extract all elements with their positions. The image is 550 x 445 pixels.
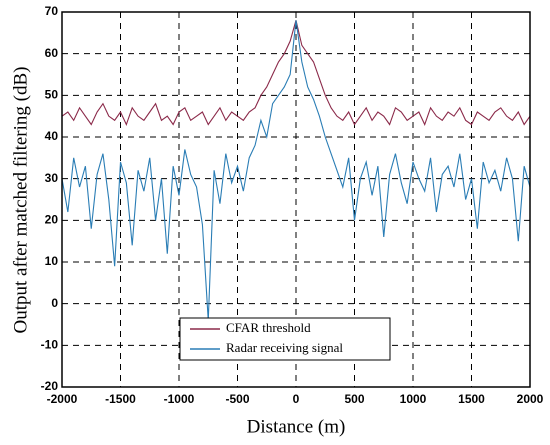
x-tick-label: 1500 <box>458 392 485 406</box>
y-tick-label: -10 <box>41 338 59 352</box>
y-axis-label: Output after matched filtering (dB) <box>10 67 31 334</box>
x-tick-label: 1000 <box>400 392 427 406</box>
y-tick-label: 10 <box>45 254 59 268</box>
y-tick-label: 20 <box>45 213 59 227</box>
y-tick-label: 40 <box>45 129 59 143</box>
x-tick-label: 0 <box>293 392 300 406</box>
legend-box <box>179 317 391 361</box>
x-tick-label: 500 <box>344 392 364 406</box>
legend-label: CFAR threshold <box>226 320 311 335</box>
x-axis-label: Distance (m) <box>247 416 346 437</box>
y-tick-label: 50 <box>45 88 59 102</box>
y-tick-label: -20 <box>41 379 59 393</box>
y-tick-label: 70 <box>45 4 59 18</box>
legend-label: Radar receiving signal <box>226 340 343 355</box>
y-tick-label: 60 <box>45 46 59 60</box>
plot-frame <box>61 11 531 388</box>
y-tick-label: 30 <box>45 171 59 185</box>
x-tick-label: -500 <box>225 392 249 406</box>
x-tick-label: -1000 <box>164 392 195 406</box>
x-tick-label: -1500 <box>105 392 136 406</box>
x-tick-label: 2000 <box>517 392 544 406</box>
data-line <box>61 20 531 321</box>
x-tick-label: -2000 <box>47 392 78 406</box>
y-tick-label: 0 <box>51 296 58 310</box>
